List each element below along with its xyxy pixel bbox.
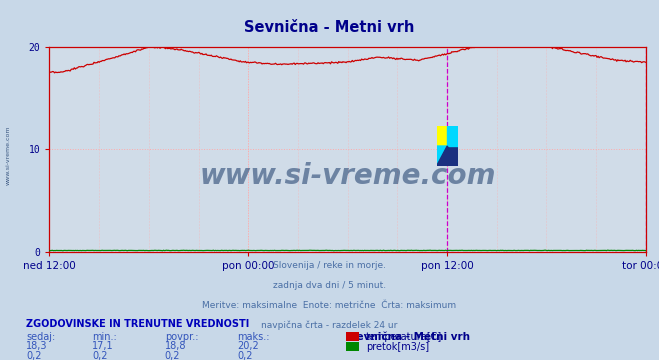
Polygon shape (437, 146, 447, 166)
Text: 17,1: 17,1 (92, 341, 114, 351)
Text: navpična črta - razdelek 24 ur: navpična črta - razdelek 24 ur (262, 320, 397, 330)
Text: zadnja dva dni / 5 minut.: zadnja dva dni / 5 minut. (273, 281, 386, 290)
Text: ZGODOVINSKE IN TRENUTNE VREDNOSTI: ZGODOVINSKE IN TRENUTNE VREDNOSTI (26, 319, 250, 329)
Text: 20,2: 20,2 (237, 341, 259, 351)
Text: 0,2: 0,2 (26, 351, 42, 360)
Bar (437, 126, 447, 146)
Text: povpr.:: povpr.: (165, 332, 198, 342)
Text: 0,2: 0,2 (237, 351, 253, 360)
Text: Meritve: maksimalne  Enote: metrične  Črta: maksimum: Meritve: maksimalne Enote: metrične Črta… (202, 301, 457, 310)
Text: Sevnična - Metni vrh: Sevnična - Metni vrh (349, 332, 471, 342)
Text: www.si-vreme.com: www.si-vreme.com (5, 125, 11, 185)
Polygon shape (437, 146, 458, 166)
Polygon shape (447, 126, 458, 146)
Text: min.:: min.: (92, 332, 117, 342)
Text: temperatura[C]: temperatura[C] (366, 332, 442, 342)
Text: 18,8: 18,8 (165, 341, 186, 351)
Text: maks.:: maks.: (237, 332, 270, 342)
Polygon shape (437, 126, 447, 146)
Text: Slovenija / reke in morje.: Slovenija / reke in morje. (273, 261, 386, 270)
Polygon shape (437, 146, 458, 166)
Text: 0,2: 0,2 (92, 351, 108, 360)
Text: www.si-vreme.com: www.si-vreme.com (200, 162, 496, 190)
Text: pretok[m3/s]: pretok[m3/s] (366, 342, 429, 352)
Text: Sevnična - Metni vrh: Sevnična - Metni vrh (244, 20, 415, 35)
Text: 18,3: 18,3 (26, 341, 48, 351)
Text: sedaj:: sedaj: (26, 332, 55, 342)
Text: 0,2: 0,2 (165, 351, 181, 360)
Bar (447, 126, 458, 146)
